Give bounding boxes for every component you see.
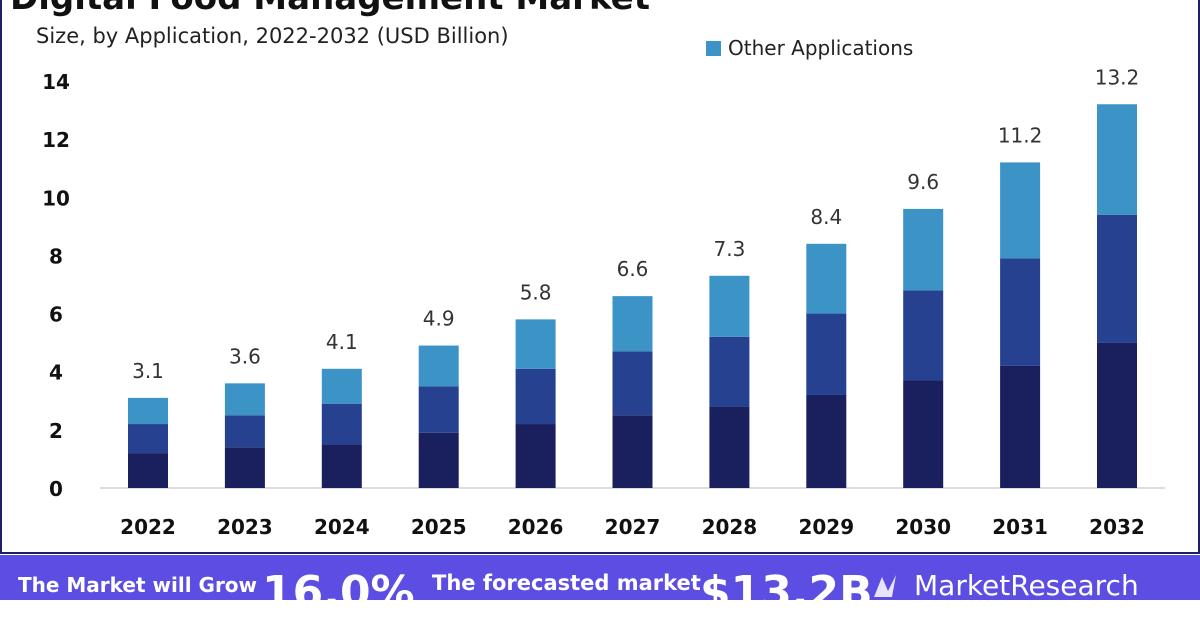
bar-segment-2 — [418, 345, 459, 387]
bar-segment-0 — [1000, 365, 1041, 488]
bar-segment-1 — [224, 415, 265, 448]
bar-segment-2 — [1097, 104, 1137, 215]
cagr-value: 16.0% — [262, 567, 415, 618]
y-tick-label: 10 — [42, 186, 70, 210]
x-tick-label: 2030 — [895, 515, 951, 539]
bar-segment-2 — [321, 368, 362, 404]
bar-segment-2 — [1000, 162, 1041, 259]
total-data-label: 4.1 — [326, 330, 358, 354]
footer-banner: The Market will Grow 16.0% The forecaste… — [0, 555, 1200, 618]
bar-segment-0 — [903, 380, 944, 488]
total-data-label: 3.1 — [132, 359, 164, 383]
x-tick-label: 2022 — [120, 515, 176, 539]
forecast-label: The forecasted market — [432, 571, 701, 595]
y-tick-label: 14 — [42, 70, 70, 94]
bar-segment-1 — [1000, 258, 1041, 366]
total-data-label: 9.6 — [907, 170, 939, 194]
legend: Other Applications — [706, 36, 913, 60]
total-data-label: 8.4 — [810, 205, 842, 229]
bar-segment-2 — [128, 397, 168, 425]
bar-segment-2 — [612, 296, 653, 352]
chart-frame: Digital Food Management Market Size, by … — [0, 0, 1200, 554]
bar-segment-1 — [903, 290, 944, 381]
y-tick-label: 6 — [49, 303, 63, 327]
bar-segment-0 — [128, 453, 168, 488]
chart-title: Digital Food Management Market — [10, 0, 650, 18]
y-tick-label: 2 — [49, 419, 63, 443]
x-tick-label: 2028 — [702, 515, 758, 539]
bar-segment-2 — [515, 319, 556, 369]
x-tick-label: 2025 — [411, 515, 467, 539]
total-data-label: 7.3 — [713, 237, 745, 261]
bar-segment-1 — [321, 403, 362, 445]
total-data-label: 13.2 — [1095, 65, 1140, 89]
legend-label: Other Applications — [728, 36, 914, 60]
bar-segment-1 — [418, 386, 459, 433]
bar-segment-1 — [128, 424, 168, 454]
bar-segment-0 — [612, 415, 653, 488]
total-data-label: 11.2 — [998, 123, 1043, 147]
brand-logo-icon — [870, 571, 910, 605]
y-tick-label: 4 — [49, 361, 63, 385]
total-data-label: 3.6 — [229, 344, 261, 368]
grow-label: The Market will Grow — [18, 573, 258, 597]
total-data-label: 4.9 — [423, 307, 455, 331]
bar-segment-0 — [709, 406, 750, 488]
bar-segment-2 — [903, 208, 944, 291]
x-tick-label: 2024 — [314, 515, 370, 539]
bar-segment-0 — [806, 394, 847, 488]
bar-segment-2 — [224, 383, 265, 416]
x-tick-label: 2032 — [1089, 515, 1145, 539]
bar-segment-2 — [709, 275, 750, 337]
stacked-bar-chart: 0 2 4 6 8 10 12 14 3.1 2022 3.6 2023 4.1 2024 4.9 2025 5… — [42, 65, 1165, 539]
x-tick-label: 2026 — [508, 515, 564, 539]
total-data-label: 5.8 — [520, 280, 552, 304]
x-tick-label: 2029 — [798, 515, 854, 539]
x-tick-label: 2023 — [217, 515, 273, 539]
bar-segment-0 — [418, 432, 459, 488]
legend-swatch — [706, 40, 721, 56]
bar-segment-0 — [321, 444, 362, 488]
x-tick-label: 2027 — [605, 515, 661, 539]
bar-segment-1 — [612, 351, 653, 416]
brand-name: MarketResearch — [914, 569, 1139, 602]
forecast-value: $13.2B — [700, 567, 873, 618]
bar-segment-1 — [1097, 214, 1137, 343]
bar-segment-0 — [224, 447, 265, 488]
chart-subtitle: Size, by Application, 2022-2032 (USD Bil… — [36, 24, 509, 48]
bar-segment-0 — [1097, 342, 1137, 488]
x-tick-label: 2031 — [992, 515, 1048, 539]
y-tick-label: 0 — [49, 477, 63, 501]
total-data-label: 6.6 — [617, 257, 649, 281]
bar-segment-2 — [806, 243, 847, 314]
bar-segment-1 — [709, 336, 750, 407]
bar-segment-1 — [515, 368, 556, 425]
bar-segment-0 — [515, 424, 556, 488]
bar-segment-1 — [806, 313, 847, 395]
y-tick-label: 12 — [42, 128, 70, 152]
y-tick-label: 8 — [49, 244, 63, 268]
